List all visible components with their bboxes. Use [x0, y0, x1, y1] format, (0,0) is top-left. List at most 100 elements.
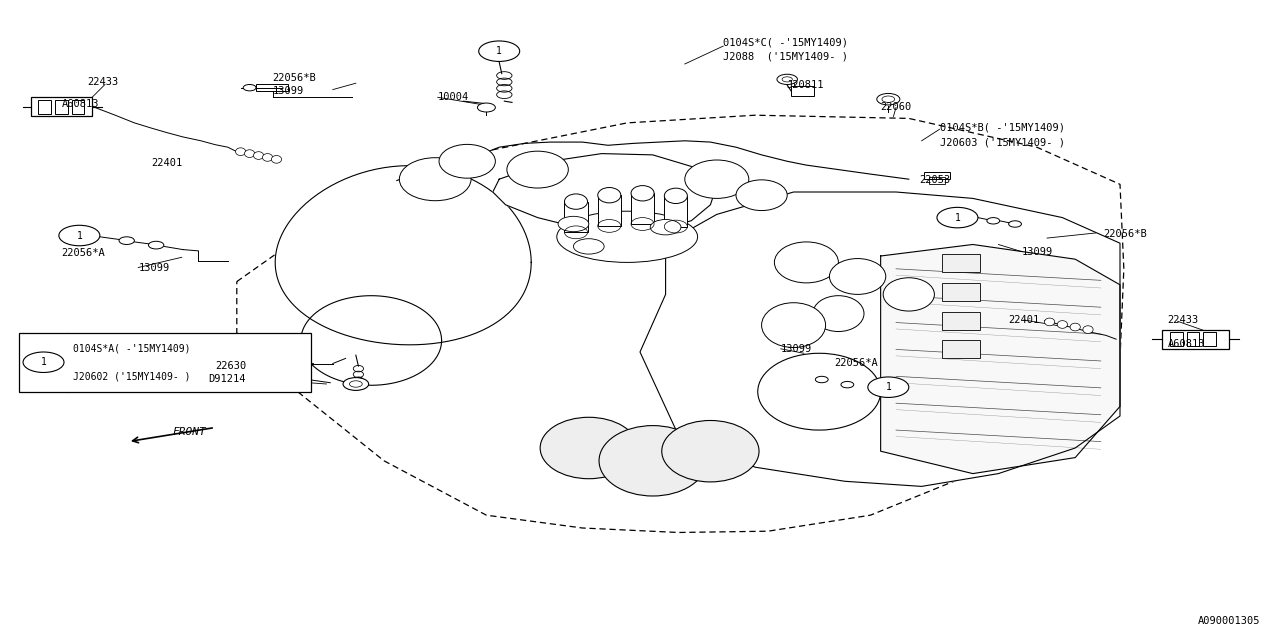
Polygon shape	[493, 154, 717, 232]
Circle shape	[841, 381, 854, 388]
Text: 13099: 13099	[273, 86, 303, 96]
Ellipse shape	[598, 188, 621, 203]
Text: A60813: A60813	[1167, 339, 1204, 349]
Ellipse shape	[399, 157, 471, 201]
Bar	[1162, 330, 1229, 349]
Text: J20811: J20811	[786, 80, 823, 90]
Ellipse shape	[664, 188, 687, 204]
Bar	[942, 283, 980, 301]
Text: 22060: 22060	[881, 102, 911, 112]
Text: 22056*A: 22056*A	[835, 358, 878, 368]
Ellipse shape	[1057, 321, 1068, 328]
Ellipse shape	[685, 160, 749, 198]
Ellipse shape	[631, 186, 654, 201]
Circle shape	[777, 74, 797, 84]
Bar	[631, 193, 654, 224]
Ellipse shape	[774, 242, 838, 283]
Bar	[55, 100, 68, 114]
Circle shape	[119, 237, 134, 244]
Ellipse shape	[507, 151, 568, 188]
Bar	[598, 195, 621, 226]
Text: 22056*B: 22056*B	[273, 73, 316, 83]
Ellipse shape	[662, 420, 759, 482]
Bar	[72, 100, 84, 114]
Circle shape	[23, 352, 64, 372]
Polygon shape	[881, 244, 1120, 474]
Circle shape	[343, 378, 369, 390]
Circle shape	[868, 377, 909, 397]
Ellipse shape	[564, 194, 588, 209]
Ellipse shape	[599, 426, 707, 496]
Text: D91214: D91214	[209, 374, 246, 384]
Text: 22433: 22433	[1167, 315, 1198, 325]
Ellipse shape	[236, 148, 246, 156]
Text: 0104S*A( -'15MY1409): 0104S*A( -'15MY1409)	[73, 343, 191, 353]
Polygon shape	[301, 296, 442, 385]
Bar	[19, 333, 311, 392]
Bar	[1203, 332, 1216, 346]
Bar	[942, 312, 980, 330]
Text: A60813: A60813	[61, 99, 99, 109]
Text: 1: 1	[497, 46, 502, 56]
Circle shape	[243, 84, 256, 91]
Text: J20602 ('15MY1409- ): J20602 ('15MY1409- )	[73, 371, 191, 381]
Bar	[942, 254, 980, 272]
Ellipse shape	[253, 152, 264, 159]
Text: 1: 1	[886, 382, 891, 392]
Bar	[791, 86, 814, 96]
Ellipse shape	[736, 180, 787, 211]
Text: 22630: 22630	[215, 361, 246, 371]
Bar	[31, 97, 92, 116]
Ellipse shape	[540, 417, 637, 479]
Text: 22433: 22433	[87, 77, 118, 87]
Ellipse shape	[439, 145, 495, 178]
Text: 0104S*C( -'15MY1409): 0104S*C( -'15MY1409)	[723, 38, 849, 48]
Bar	[929, 177, 945, 184]
Text: 13099: 13099	[138, 262, 169, 273]
Text: 1: 1	[41, 357, 46, 367]
Text: 1: 1	[77, 230, 82, 241]
Text: 13099: 13099	[1021, 246, 1052, 257]
Circle shape	[148, 241, 164, 249]
Ellipse shape	[1044, 318, 1055, 326]
Bar	[38, 100, 51, 114]
Circle shape	[573, 239, 604, 254]
Ellipse shape	[557, 211, 698, 262]
Circle shape	[477, 103, 495, 112]
Text: 10004: 10004	[438, 92, 468, 102]
Text: A090001305: A090001305	[1198, 616, 1261, 626]
Circle shape	[650, 220, 681, 235]
Text: J2088  ('15MY1409- ): J2088 ('15MY1409- )	[723, 51, 849, 61]
Polygon shape	[640, 192, 1120, 486]
Bar	[1170, 332, 1183, 346]
Ellipse shape	[883, 278, 934, 311]
Ellipse shape	[1070, 323, 1080, 331]
Text: 22053: 22053	[919, 175, 950, 186]
Text: FRONT: FRONT	[173, 427, 206, 437]
Polygon shape	[275, 166, 531, 345]
Text: 22056*A: 22056*A	[61, 248, 105, 258]
Text: 1: 1	[955, 212, 960, 223]
Ellipse shape	[262, 154, 273, 161]
Ellipse shape	[244, 150, 255, 157]
Circle shape	[479, 41, 520, 61]
Text: 22401: 22401	[151, 158, 182, 168]
Ellipse shape	[758, 353, 881, 430]
Text: 0104S*B( -'15MY1409): 0104S*B( -'15MY1409)	[940, 123, 1065, 133]
Ellipse shape	[762, 303, 826, 348]
Ellipse shape	[271, 156, 282, 163]
Circle shape	[937, 207, 978, 228]
Text: 22056*B: 22056*B	[1103, 228, 1147, 239]
Text: J20603 ('15MY1409- ): J20603 ('15MY1409- )	[940, 137, 1065, 147]
Circle shape	[59, 225, 100, 246]
Ellipse shape	[1083, 326, 1093, 333]
Text: 22401: 22401	[1009, 315, 1039, 325]
Circle shape	[987, 218, 1000, 224]
Bar	[256, 84, 288, 91]
Text: 13099: 13099	[781, 344, 812, 354]
Circle shape	[877, 93, 900, 105]
Ellipse shape	[829, 259, 886, 294]
Circle shape	[815, 376, 828, 383]
Ellipse shape	[813, 296, 864, 332]
Circle shape	[558, 216, 589, 232]
